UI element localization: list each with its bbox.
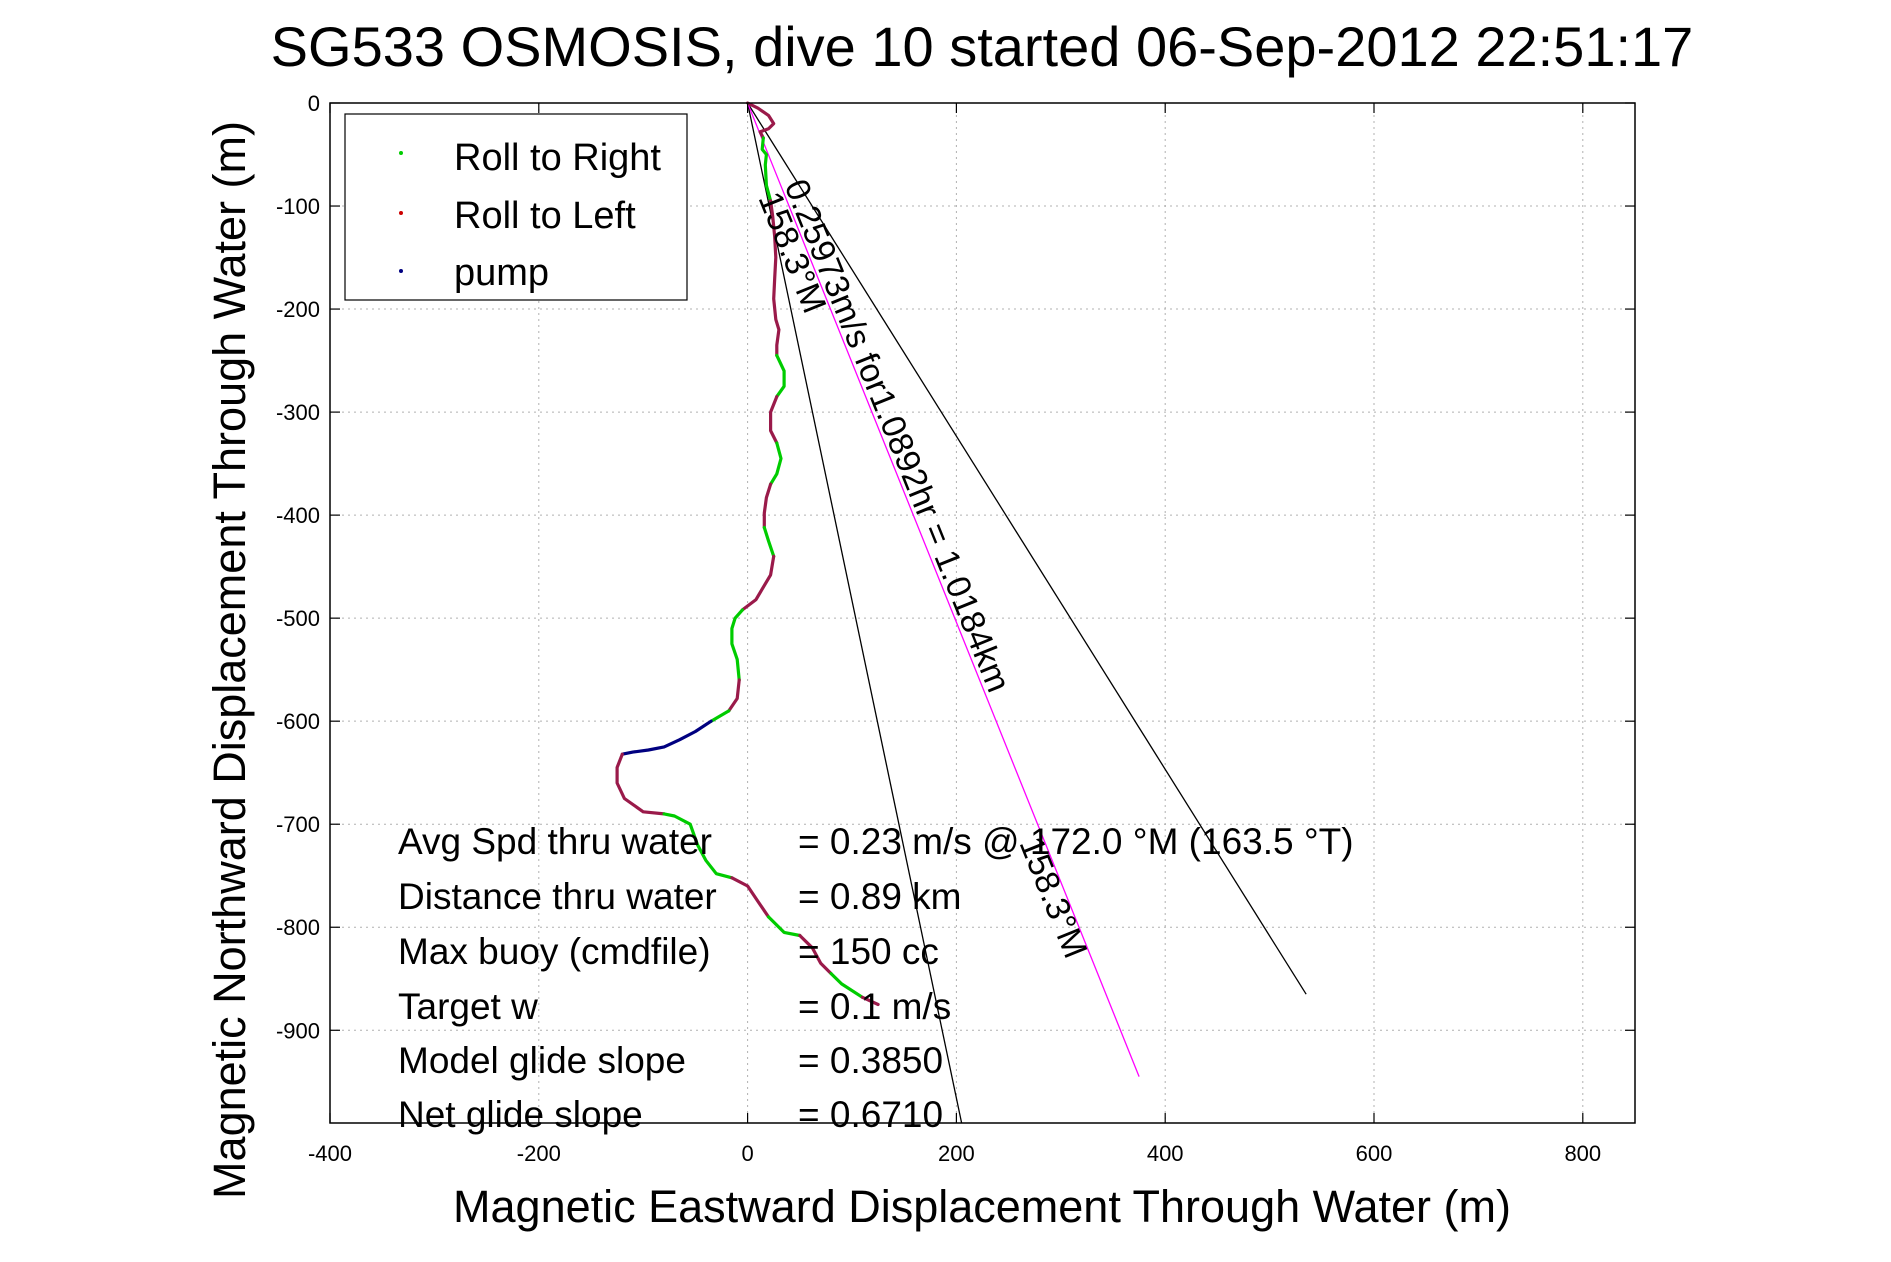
x-tick-label: 200 [938,1141,975,1166]
legend-marker-pump [399,269,403,273]
x-axis-label: Magnetic Eastward Displacement Through W… [453,1181,1511,1232]
stat-label-target-w: Target w [398,986,538,1027]
legend-marker-roll-left [399,211,403,215]
track-segment-mixed [615,752,666,816]
track-segment-mixed [730,876,771,919]
y-tick-label: -200 [276,297,320,322]
y-tick-label: 0 [308,91,320,116]
y-tick-label: -100 [276,194,320,219]
stat-value-net-glide: = 0.6710 [798,1094,943,1135]
track-segment-right [730,608,744,682]
track-segment-right [766,915,802,938]
track-segment-mixed [746,101,776,140]
x-tick-label: 600 [1356,1141,1393,1166]
legend-label-roll-left: Roll to Left [454,195,636,237]
x-tick-label: -400 [308,1141,352,1166]
reference-line [746,102,963,1124]
stat-value-model-glide: = 0.3850 [798,1040,943,1081]
reference-line [747,102,1307,995]
y-axis-ticks: 0 -100 -200 -300 -400 -500 -600 -700 -800 -900 [276,91,1635,1043]
y-tick-label: -300 [276,400,320,425]
stat-label-distance: Distance thru water [398,876,717,917]
legend-marker-roll-right [399,151,403,155]
y-tick-label: -500 [276,606,320,631]
legend-label-roll-right: Roll to Right [454,137,661,179]
x-tick-label: 400 [1147,1141,1184,1166]
stats-block: Avg Spd thru water = 0.23 m/s @ 172.0 °M… [398,821,1354,1135]
y-tick-label: -900 [276,1018,320,1043]
track-segment-mixed [769,199,781,357]
y-tick-label: -800 [276,915,320,940]
x-tick-label: 800 [1564,1141,1601,1166]
track-segment-mixed [762,482,773,530]
chart-title: SG533 OSMOSIS, dive 10 started 06-Sep-20… [271,15,1694,78]
track-segment-pump [620,719,713,756]
x-tick-label: 0 [741,1141,753,1166]
y-tick-label: -700 [276,812,320,837]
track-segment-right [762,525,776,558]
stat-label-max-buoy: Max buoy (cmdfile) [398,931,711,972]
track-segment-right [829,972,864,999]
legend-box [344,113,688,301]
track-segment-mixed [740,554,776,612]
stat-label-model-glide: Model glide slope [398,1040,686,1081]
dive-track [615,101,880,1007]
track-segment-mixed [727,678,741,713]
legend: Roll to Right Roll to Left pump [344,113,688,301]
reference-line [746,102,1140,1077]
legend-label-pump: pump [454,252,549,294]
track-segment-right [760,136,773,203]
stat-value-max-buoy: = 150 cc [798,931,939,972]
y-tick-label: -600 [276,709,320,734]
stat-value-avg-speed: = 0.23 m/s @ 172.0 °M (163.5 °T) [798,821,1354,862]
track-segment-right [662,812,734,880]
y-tick-label: -400 [276,503,320,528]
reference-lines [746,102,1307,1124]
y-axis-label: Magnetic Northward Displacement Through … [204,121,255,1199]
x-tick-label: -200 [517,1141,561,1166]
track-segment-mixed [860,995,880,1007]
track-segment-mixed [798,933,833,976]
stat-label-net-glide: Net glide slope [398,1094,643,1135]
plot-area-frame [329,102,1636,1124]
stat-value-distance: = 0.89 km [798,876,962,917]
stat-value-target-w: = 0.1 m/s [798,986,951,1027]
track-segment-right [769,441,783,486]
track-segment-right [709,709,731,723]
track-segment-mixed [769,395,779,445]
grid-lines [329,102,1635,1123]
track-segment-right [775,353,786,399]
stat-label-avg-speed: Avg Spd thru water [398,821,712,862]
x-axis-ticks: -400 -200 0 200 400 600 800 [308,103,1601,1166]
